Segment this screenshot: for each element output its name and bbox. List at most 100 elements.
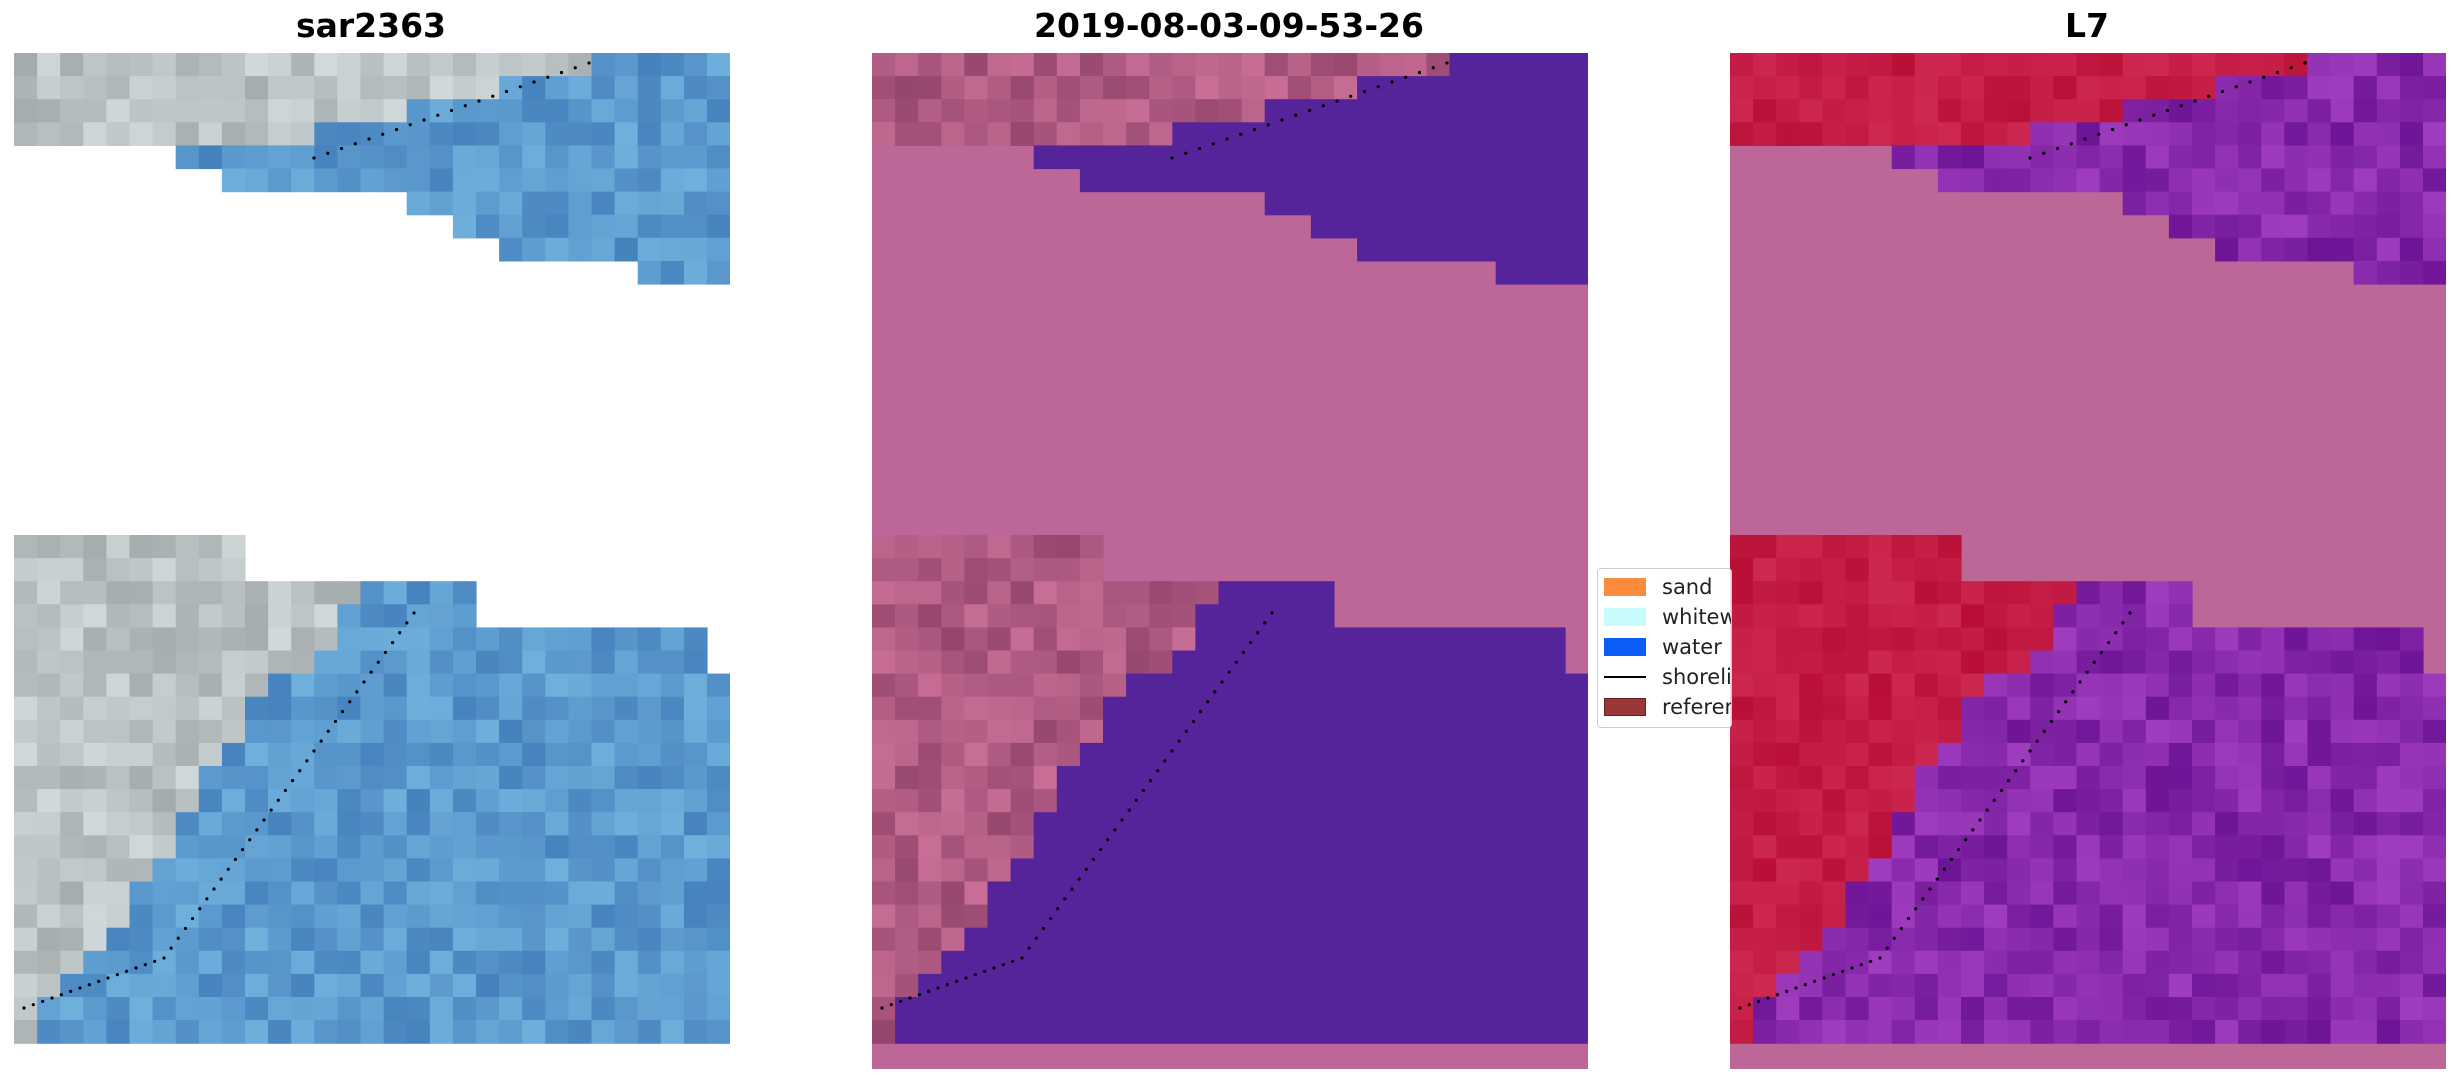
pixel-cell: [591, 766, 616, 790]
pixel-cell: [2215, 1020, 2239, 1044]
pixel-cell: [83, 581, 107, 605]
pixel-cell: [545, 973, 569, 998]
pixel-cell: [1518, 214, 1543, 239]
pixel-cell: [1010, 858, 1035, 883]
pixel-cell: [499, 927, 523, 952]
shoreline-point: [1906, 916, 1911, 921]
pixel-cell: [337, 1020, 362, 1044]
pixel-cell: [2076, 1020, 2101, 1044]
pixel-cell: [37, 835, 61, 859]
pixel-cell: [2307, 168, 2332, 193]
pixel-cell: [941, 742, 965, 767]
pixel-cell: [337, 881, 362, 906]
pixel-cell: [1472, 835, 1497, 859]
pixel-cell: [2261, 168, 2285, 193]
pixel-cell: [198, 145, 223, 170]
pixel-cell: [337, 927, 362, 952]
pixel-cell: [2145, 835, 2170, 859]
pixel-cell: [545, 627, 569, 652]
pixel-cell: [1403, 973, 1427, 998]
pixel-cell: [1565, 858, 1588, 883]
pixel-cell: [1753, 581, 1777, 605]
pixel-cell: [660, 812, 685, 836]
pixel-cell: [1264, 950, 1289, 975]
pixel-cell: [2307, 76, 2332, 100]
pixel-cell: [1541, 650, 1566, 675]
pixel-cell: [591, 973, 616, 998]
pixel-cell: [1426, 76, 1451, 100]
pixel-cell: [106, 742, 131, 767]
pixel-cell: [1518, 673, 1543, 698]
pixel-cell: [2399, 719, 2424, 744]
pixel-cell: [683, 76, 708, 100]
pixel-cell: [1010, 881, 1035, 906]
pixel-cell: [660, 719, 685, 744]
pixel-cell: [1753, 604, 1777, 628]
pixel-cell: [2168, 719, 2193, 744]
pixel-cell: [2238, 927, 2262, 952]
pixel-cell: [637, 766, 662, 790]
pixel-cell: [568, 76, 593, 100]
pixel-cell: [1730, 812, 1754, 836]
pixel-cell: [2192, 145, 2216, 170]
pixel-cell: [1010, 535, 1035, 559]
pixel-cell: [314, 997, 338, 1021]
pixel-cell: [2168, 76, 2193, 100]
pixel-cell: [522, 858, 546, 883]
pixel-cell: [964, 696, 989, 721]
pixel-cell: [522, 650, 546, 675]
pixel-cell: [987, 858, 1012, 883]
pixel-cell: [2099, 973, 2124, 998]
pixel-cell: [1799, 742, 1823, 767]
pixel-cell: [1541, 742, 1566, 767]
pixel-cell: [291, 76, 315, 100]
shoreline-point: [504, 89, 509, 94]
pixel-cell: [2330, 53, 2355, 77]
pixel-cell: [2284, 145, 2309, 170]
pixel-cell: [707, 99, 730, 123]
pixel-cell: [683, 260, 708, 285]
pixel-cell: [568, 214, 593, 239]
shoreline-point: [143, 963, 147, 967]
pixel-cell: [2215, 650, 2239, 675]
pixel-cell: [2423, 904, 2446, 929]
pixel-cell: [1449, 950, 1474, 975]
pixel-cell: [2030, 719, 2054, 744]
pixel-cell: [1565, 76, 1588, 100]
pixel-cell: [2423, 789, 2446, 813]
pixel-cell: [1799, 558, 1823, 582]
pixel-cell: [1380, 858, 1404, 883]
pixel-cell: [406, 650, 431, 675]
pixel-cell: [872, 766, 896, 790]
pixel-cell: [1776, 604, 1800, 628]
pixel-cell: [1380, 812, 1404, 836]
pixel-cell: [499, 835, 523, 859]
pixel-cell: [2399, 742, 2424, 767]
pixel-cell: [683, 997, 708, 1021]
pixel-cell: [2192, 214, 2216, 239]
pixel-cell: [406, 742, 431, 767]
pixel-cell: [2007, 99, 2031, 123]
pixel-cell: [1961, 742, 1985, 767]
pixel-cell: [452, 53, 477, 77]
pixel-cell: [2284, 53, 2309, 77]
pixel-cell: [1172, 1020, 1196, 1044]
pixel-cell: [406, 881, 431, 906]
shoreline-point: [2234, 85, 2238, 89]
pixel-cell: [1984, 145, 2008, 170]
pixel-cell: [2145, 76, 2170, 100]
pixel-cell: [2007, 696, 2031, 721]
pixel-cell: [476, 835, 500, 859]
pixel-cell: [1010, 99, 1035, 123]
pixel-cell: [660, 997, 685, 1021]
pixel-cell: [314, 168, 338, 193]
pixel-cell: [683, 950, 708, 975]
pixel-cell: [1799, 973, 1823, 998]
pixel-cell: [2399, 950, 2424, 975]
pixel-cell: [268, 997, 292, 1021]
pixel-cell: [2330, 673, 2355, 698]
pixel-cell: [1403, 627, 1427, 652]
pixel-cell: [476, 99, 500, 123]
pixel-cell: [1730, 627, 1754, 652]
pixel-cell: [1776, 1020, 1800, 1044]
